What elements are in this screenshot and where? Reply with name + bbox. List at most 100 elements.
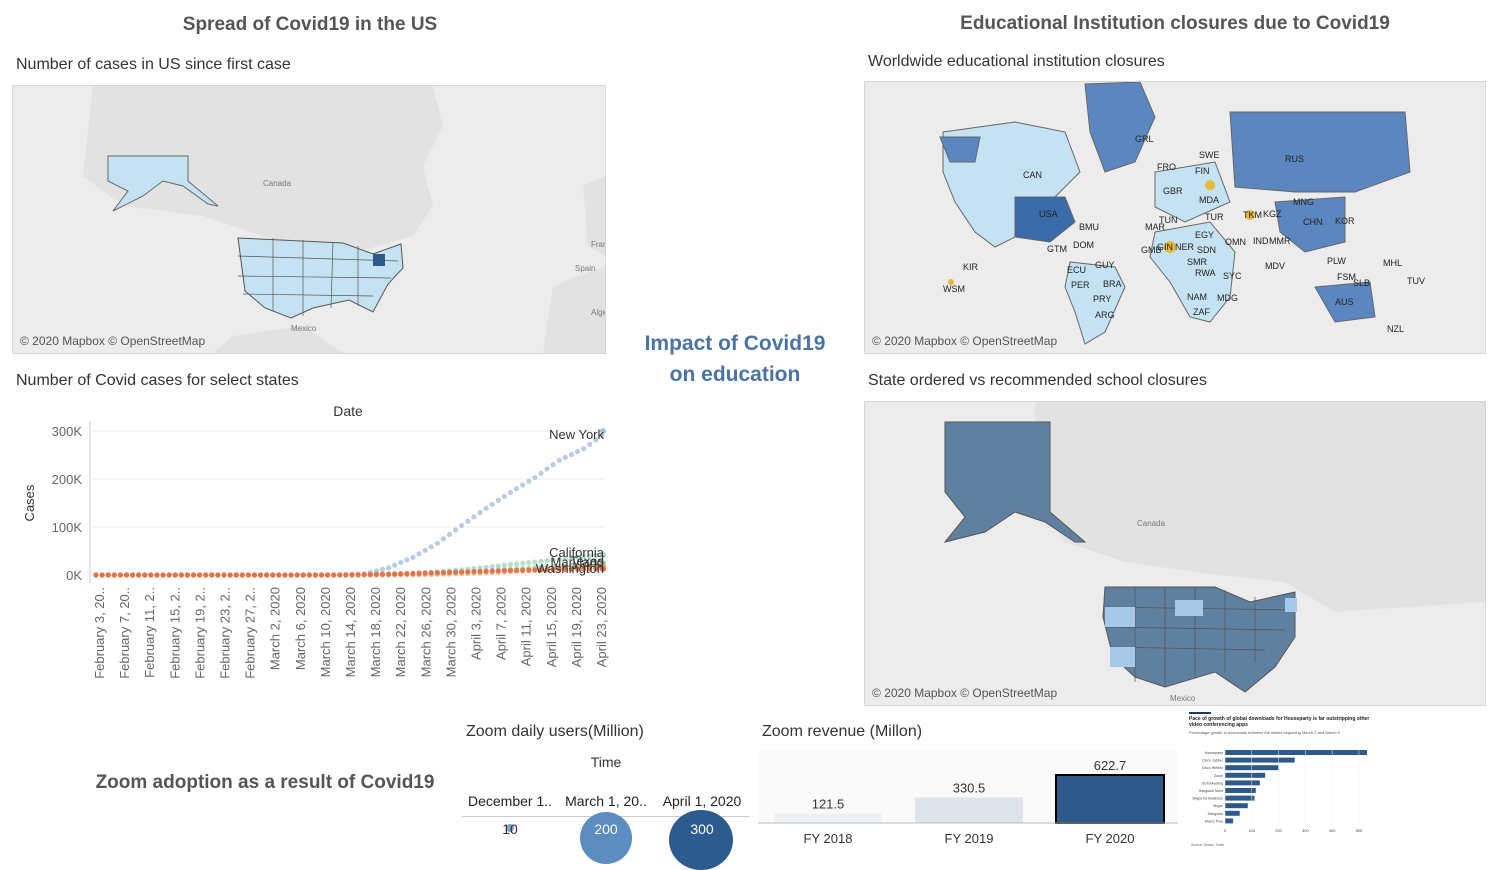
data-point-washington [587,566,593,572]
cases-chart[interactable]: Date Cases 0K 100K 200K 300K February 3, 20..… [10,395,610,707]
world-closures-map[interactable]: GRL CAN USA BMU DOM GTM ECU PER BRA PRY ARG GUY KIR W… [864,81,1486,354]
data-point-washington [600,565,606,572]
closure-dot [1205,180,1215,190]
world-map-subtitle: Worldwide educational institution closur… [868,53,1165,70]
data-point-washington [129,572,136,578]
state-closures-map[interactable]: Canada Mexico © 2020 Mapbox © OpenStreet… [864,401,1486,706]
data-point-washington [178,572,184,578]
zoom-users-table[interactable]: Time December 1.. March 1, 20.. April 1,… [462,752,750,870]
houseparty-bar [1225,780,1260,786]
data-point-washington [593,566,599,572]
data-point-washington [318,572,325,578]
data-point-new-york [593,437,599,443]
data-point-washington [349,572,355,578]
country-code-label: MAR [1145,222,1165,232]
closure-dot [1245,210,1255,220]
data-point-washington [568,566,575,572]
map-credit: © 2020 Mapbox © OpenStreetMap [20,334,206,348]
houseparty-bar [1225,803,1248,809]
alaska-shape [107,155,219,212]
x-tick-label: March 6, 2020 [293,587,308,670]
canada-label: Canada [263,179,292,188]
data-point-washington [361,571,367,578]
revenue-bar [1055,774,1165,824]
data-point-new-york [513,486,520,492]
country-code-label: MMR [1269,236,1291,246]
data-point-new-york [446,531,453,538]
data-point-washington [160,572,166,578]
data-point-california [574,554,581,560]
data-point-washington [270,572,276,578]
country-code-label: SDN [1197,245,1217,255]
country-code-label: KGZ [1263,209,1282,219]
state-map-subtitle: State ordered vs recommended school clos… [868,372,1207,389]
revenue-category-label: FY 2019 [945,831,994,846]
country-code-label: PRY [1093,294,1112,304]
revenue-category-label: FY 2020 [1086,831,1135,846]
data-point-washington [489,568,495,574]
country-code-label: SYC [1223,271,1242,281]
houseparty-title: Pace of growth of global downloads for H… [1189,716,1370,728]
x-tick-label: February 7, 20.. [117,587,132,679]
data-point-california [526,560,532,566]
us-cases-map[interactable]: Canada Mexico Fran Spain Alge © 2020 Map… [12,85,606,354]
houseparty-bar [1225,818,1234,824]
data-point-washington [221,572,227,578]
data-point-washington [245,572,251,578]
data-point-washington [465,569,471,575]
data-point-california [550,557,556,563]
data-point-california [520,560,526,566]
data-point-new-york [599,432,605,439]
algeria-label: Alge [591,308,606,317]
data-point-california [587,553,593,559]
data-point-california [495,563,501,569]
us-spread-title: Spread of Covid19 in the US [182,14,438,35]
mexico-label: Mexico [291,324,317,333]
data-point-new-york [471,514,477,520]
canada-land [1035,402,1485,612]
data-point-washington [544,567,550,573]
zoom-revenue-chart[interactable]: 121.5 FY 2018 330.5 FY 2019 622.7 FY 2020 [758,750,1178,855]
mexico-land [213,326,343,353]
country-code-label: SWE [1199,150,1220,160]
country-code-label: NER [1175,242,1195,252]
data-point-new-york [520,482,526,488]
country-code-label: NAM [1187,292,1207,302]
data-point-washington [123,572,130,578]
country-code-label: BMU [1079,222,1099,232]
series-label: Texas [570,553,604,568]
country-code-label: GIN [1157,242,1174,252]
usa-shape [1014,196,1076,243]
data-point-washington [446,569,453,575]
data-point-new-york [532,474,538,481]
country-code-label: WSM [943,284,965,294]
spain-label: Spain [575,264,596,273]
data-point-washington [136,572,142,578]
data-point-washington [343,572,349,578]
user-value: 300 [690,821,714,837]
country-code-label: SLB [1353,278,1371,288]
x-tick-label: March 10, 2020 [318,587,333,677]
series-label: Washington [536,561,604,576]
canada-label: Canada [1137,519,1166,528]
closure-dot [948,279,954,285]
data-point-washington [501,568,507,574]
data-point-new-york [385,565,392,571]
x-tick-label: April 19, 2020 [569,587,584,667]
data-point-new-york [398,559,404,566]
country-code-label: MDV [1265,261,1285,271]
data-point-new-york [453,527,459,533]
data-point-california [538,558,544,564]
country-code-label: GBR [1163,186,1183,196]
map-credit: © 2020 Mapbox © OpenStreetMap [872,686,1058,700]
data-point-washington [251,572,258,578]
data-point-california [593,552,599,559]
data-point-washington [379,571,386,577]
x-tick-label: March 14, 2020 [343,587,358,677]
x-tick-label: April 3, 2020 [469,587,484,660]
houseparty-app-label: Marco Polo [1205,819,1223,823]
impact-title-line2: on education [669,363,801,386]
data-point-washington [148,572,154,578]
data-point-new-york [422,547,428,553]
data-point-washington [507,567,514,574]
